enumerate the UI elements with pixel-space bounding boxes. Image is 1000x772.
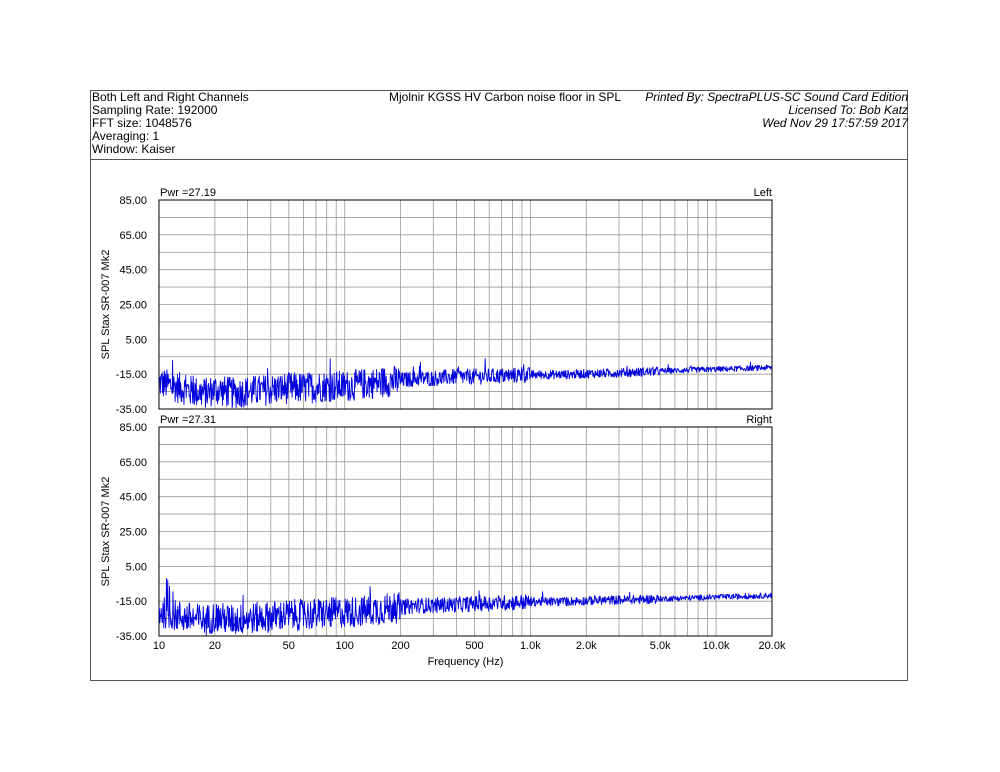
x-tick-label: 10.0k: [703, 640, 730, 652]
x-tick-label: 20: [209, 640, 221, 652]
plot-area-border: [158, 426, 773, 637]
plot-area-border: [158, 199, 773, 410]
x-tick-label: 100: [336, 640, 354, 652]
chart-title: Mjolnir KGSS HV Carbon noise floor in SP…: [389, 90, 622, 104]
spectrum-trace-right: [158, 578, 773, 636]
y-tick-label: 85.00: [119, 422, 147, 434]
x-tick-label: 1.0k: [520, 640, 541, 652]
header-window: Window: Kaiser: [92, 142, 176, 156]
y-tick-label: -15.00: [116, 596, 147, 608]
y-tick-label: 45.00: [119, 265, 147, 277]
channel-label: Left: [754, 187, 772, 199]
y-tick-label: 5.00: [126, 561, 147, 573]
x-tick-label: 5.0k: [650, 640, 671, 652]
header-channels: Both Left and Right Channels: [92, 90, 249, 104]
pwr-label: Pwr =27.19: [160, 187, 216, 199]
x-tick-label: 50: [283, 640, 295, 652]
y-tick-label: 25.00: [119, 527, 147, 539]
header-printed-by: Printed By: SpectraPLUS-SC Sound Card Ed…: [645, 90, 908, 104]
x-tick-label: 2.0k: [576, 640, 597, 652]
print-frame: [90, 90, 908, 681]
x-axis-label: Frequency (Hz): [428, 656, 504, 668]
x-tick-label: 500: [465, 640, 483, 652]
y-tick-label: 45.00: [119, 492, 147, 504]
pwr-label: Pwr =27.31: [160, 414, 216, 426]
y-tick-label: -35.00: [116, 404, 147, 416]
header-licensed-to: Licensed To: Bob Katz: [788, 103, 908, 117]
y-tick-label: 85.00: [119, 195, 147, 207]
header-info-left: Both Left and Right Channels Sampling Ra…: [92, 91, 249, 156]
y-tick-label: 65.00: [119, 230, 147, 242]
y-axis-label: SPL Stax SR-007 Mk2: [100, 250, 112, 360]
spectrum-trace-left: [158, 358, 773, 409]
header-fft-size: FFT size: 1048576: [92, 116, 192, 130]
header-info-right: Printed By: SpectraPLUS-SC Sound Card Ed…: [645, 91, 908, 130]
header-averaging: Averaging: 1: [92, 129, 160, 143]
channel-label: Right: [746, 414, 772, 426]
x-tick-label: 20.0k: [759, 640, 786, 652]
y-tick-label: -15.00: [116, 369, 147, 381]
y-tick-label: -35.00: [116, 631, 147, 643]
header-sampling-rate: Sampling Rate: 192000: [92, 103, 218, 117]
x-tick-label: 200: [391, 640, 409, 652]
y-tick-label: 5.00: [126, 334, 147, 346]
x-tick-label: 10: [153, 640, 165, 652]
header-timestamp: Wed Nov 29 17:57:59 2017: [762, 116, 908, 130]
y-tick-label: 65.00: [119, 457, 147, 469]
y-axis-label: SPL Stax SR-007 Mk2: [100, 477, 112, 587]
y-tick-label: 25.00: [119, 300, 147, 312]
header-separator: [90, 159, 908, 160]
